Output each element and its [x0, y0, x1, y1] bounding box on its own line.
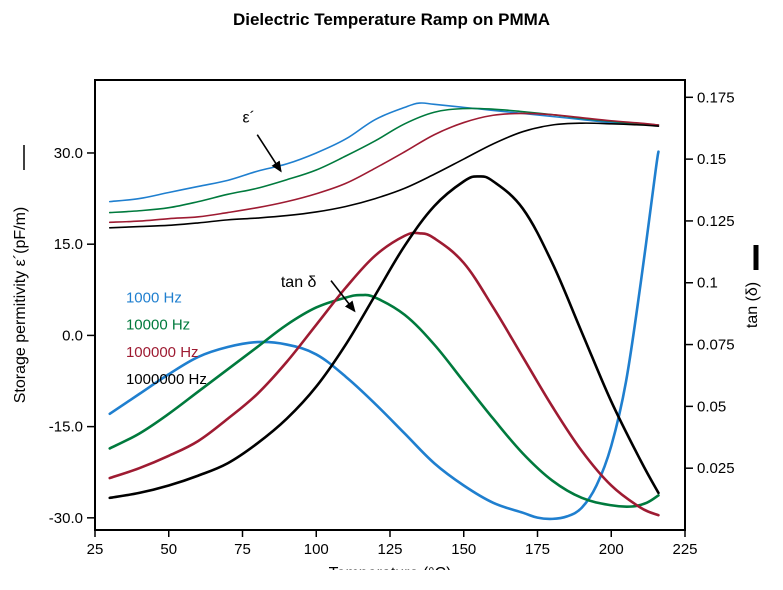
legend-item: 1000000 Hz: [126, 371, 207, 388]
y-left-tick-label: -30.0: [49, 510, 83, 527]
x-tick-label: 25: [87, 541, 104, 558]
x-tick-label: 175: [525, 541, 550, 558]
x-tick-label: 100: [304, 541, 329, 558]
y-right-tick-label: 0.175: [697, 89, 735, 106]
y-right-tick-label: 0.075: [697, 337, 735, 354]
chart-title: Dielectric Temperature Ramp on PMMA: [0, 0, 783, 30]
legend-item: 10000 Hz: [126, 317, 190, 334]
chart-area: 25 50 75 100 125 150 175 200 225 Temperature (°C)…: [0, 30, 783, 590]
eps-annotation: ε´: [243, 110, 255, 127]
y-left-tick-label: 30.0: [54, 145, 83, 162]
x-tick-label: 125: [377, 541, 402, 558]
x-axis-label: Temperature (°C): [329, 565, 452, 570]
y-right-tick-label: 0.025: [697, 460, 735, 477]
y-right-tick-label: 0.05: [697, 398, 726, 415]
y-right-tick-label: 0.125: [697, 213, 735, 230]
y-left-tick-label: -15.0: [49, 419, 83, 436]
x-tick-label: 50: [160, 541, 177, 558]
y-left-axis-label: Storage permitivity ε´(pF/m): [12, 207, 29, 404]
x-tick-label: 75: [234, 541, 251, 558]
legend-item: 100000 Hz: [126, 344, 199, 361]
y-left-tick-label: 15.0: [54, 236, 83, 253]
x-tick-label: 200: [599, 541, 624, 558]
y-right-tick-label: 0.15: [697, 151, 726, 168]
tan-annotation: tan δ: [281, 274, 317, 291]
chart-svg: 25 50 75 100 125 150 175 200 225 Temperature (°C)…: [0, 30, 783, 570]
y-left-tick-label: 0.0: [62, 327, 83, 344]
x-tick-label: 225: [672, 541, 697, 558]
legend-item: 1000 Hz: [126, 290, 182, 307]
x-tick-label: 150: [451, 541, 476, 558]
y-right-tick-label: 0.1: [697, 275, 718, 292]
y-right-axis-label: tan (δ): [744, 282, 761, 328]
